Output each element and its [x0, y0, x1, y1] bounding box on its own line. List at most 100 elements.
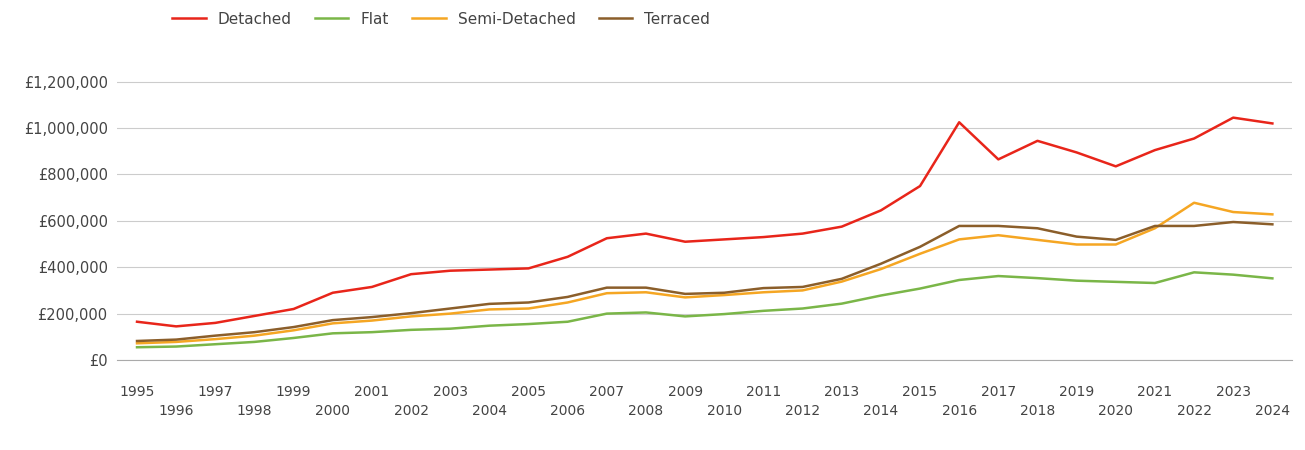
Terraced: [207, 333, 223, 338]
Semi-Detached: [129, 341, 145, 346]
Semi-Detached: [1265, 212, 1280, 217]
Detached: [1147, 148, 1163, 153]
Semi-Detached: [247, 333, 262, 338]
Terraced: [873, 261, 889, 266]
Semi-Detached: [1186, 200, 1202, 206]
Detached: [560, 254, 576, 260]
Terraced: [638, 285, 654, 290]
Semi-Detached: [638, 290, 654, 295]
Flat: [1069, 278, 1084, 284]
Detached: [756, 234, 771, 240]
Semi-Detached: [756, 290, 771, 295]
Flat: [403, 327, 419, 333]
Semi-Detached: [990, 233, 1006, 238]
Flat: [1147, 280, 1163, 286]
Flat: [638, 310, 654, 315]
Terraced: [325, 317, 341, 323]
Flat: [325, 331, 341, 336]
Detached: [599, 235, 615, 241]
Flat: [834, 301, 850, 306]
Text: 2015: 2015: [903, 385, 937, 399]
Semi-Detached: [442, 311, 458, 316]
Line: Semi-Detached: Semi-Detached: [137, 203, 1272, 343]
Flat: [677, 314, 693, 319]
Semi-Detached: [912, 251, 928, 256]
Terraced: [560, 294, 576, 300]
Text: 1998: 1998: [236, 405, 273, 418]
Flat: [482, 323, 497, 328]
Terraced: [1265, 221, 1280, 227]
Flat: [1030, 275, 1045, 281]
Detached: [1069, 150, 1084, 155]
Detached: [247, 313, 262, 319]
Terraced: [247, 329, 262, 335]
Semi-Detached: [1225, 209, 1241, 215]
Terraced: [795, 284, 810, 290]
Terraced: [521, 300, 536, 305]
Terraced: [1108, 237, 1124, 243]
Semi-Detached: [1069, 242, 1084, 247]
Text: 2003: 2003: [433, 385, 467, 399]
Detached: [990, 157, 1006, 162]
Terraced: [1225, 219, 1241, 225]
Text: 2004: 2004: [472, 405, 506, 418]
Flat: [1225, 272, 1241, 277]
Flat: [286, 335, 301, 341]
Detached: [795, 231, 810, 236]
Detached: [1030, 138, 1045, 144]
Flat: [951, 277, 967, 283]
Terraced: [599, 285, 615, 290]
Text: 2008: 2008: [629, 405, 663, 418]
Terraced: [1147, 223, 1163, 229]
Flat: [521, 321, 536, 327]
Detached: [403, 271, 419, 277]
Terraced: [756, 285, 771, 291]
Detached: [168, 324, 184, 329]
Flat: [168, 344, 184, 349]
Detached: [1108, 164, 1124, 169]
Detached: [638, 231, 654, 236]
Text: 2005: 2005: [512, 385, 545, 399]
Detached: [873, 208, 889, 213]
Semi-Detached: [325, 321, 341, 326]
Detached: [1186, 136, 1202, 141]
Flat: [599, 311, 615, 316]
Text: 1995: 1995: [119, 385, 155, 399]
Semi-Detached: [168, 339, 184, 345]
Text: 2001: 2001: [355, 385, 389, 399]
Semi-Detached: [795, 288, 810, 293]
Text: 2017: 2017: [981, 385, 1015, 399]
Text: 2021: 2021: [1138, 385, 1172, 399]
Text: 2019: 2019: [1058, 385, 1095, 399]
Flat: [442, 326, 458, 331]
Flat: [1186, 270, 1202, 275]
Semi-Detached: [873, 266, 889, 272]
Detached: [442, 268, 458, 274]
Detached: [1225, 115, 1241, 120]
Semi-Detached: [951, 237, 967, 242]
Flat: [873, 293, 889, 298]
Text: 2009: 2009: [668, 385, 702, 399]
Semi-Detached: [834, 279, 850, 284]
Terraced: [716, 290, 732, 296]
Text: 2002: 2002: [394, 405, 428, 418]
Semi-Detached: [286, 328, 301, 333]
Terraced: [951, 223, 967, 229]
Semi-Detached: [521, 306, 536, 311]
Semi-Detached: [599, 291, 615, 296]
Terraced: [403, 310, 419, 316]
Line: Terraced: Terraced: [137, 222, 1272, 341]
Flat: [756, 308, 771, 314]
Flat: [1265, 276, 1280, 281]
Detached: [129, 319, 145, 324]
Semi-Detached: [1108, 242, 1124, 247]
Semi-Detached: [482, 307, 497, 312]
Text: 2024: 2024: [1255, 405, 1289, 418]
Detached: [912, 183, 928, 189]
Text: 1996: 1996: [158, 405, 194, 418]
Text: 2022: 2022: [1177, 405, 1211, 418]
Terraced: [482, 301, 497, 306]
Terraced: [168, 337, 184, 342]
Flat: [795, 306, 810, 311]
Text: 2014: 2014: [864, 405, 898, 418]
